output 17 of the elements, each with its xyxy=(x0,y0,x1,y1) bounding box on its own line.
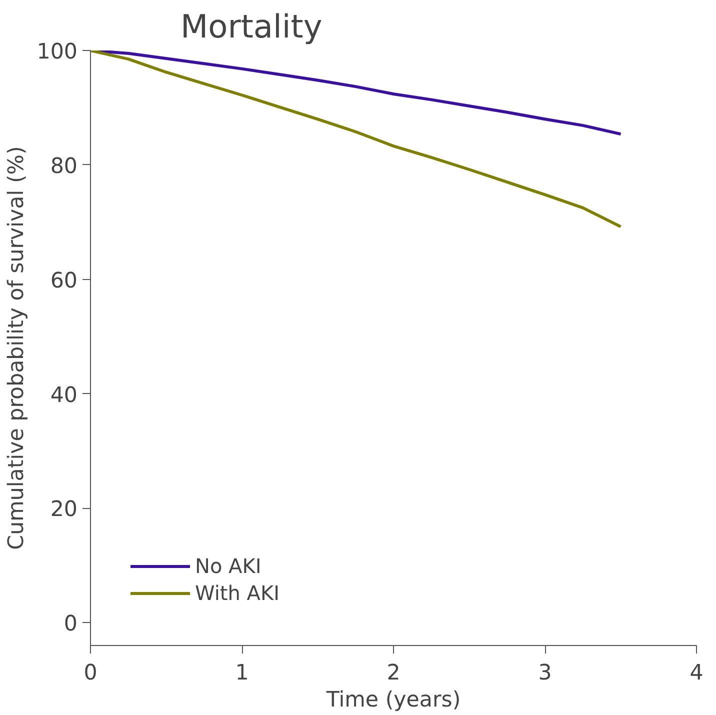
y-tick-label: 20 xyxy=(50,497,78,522)
y-tick-label: 80 xyxy=(50,154,78,179)
line-series xyxy=(90,50,622,228)
x-tick-label: 0 xyxy=(84,660,98,686)
y-tick-label: 0 xyxy=(64,612,78,637)
y-tick-label: 60 xyxy=(50,268,78,294)
x-axis-title: Time (years) xyxy=(325,688,461,712)
x-tick-label: 1 xyxy=(235,660,249,686)
y-tick-label: 40 xyxy=(50,382,78,408)
x-tick-label: 2 xyxy=(386,660,400,686)
x-tick-label: 3 xyxy=(538,660,552,686)
y-axis-title: Cumulative probability of survival (%) xyxy=(4,146,29,550)
chart-title: Mortality xyxy=(180,8,322,46)
legend-label: With AKI xyxy=(195,581,280,605)
legend-label: No AKI xyxy=(195,554,262,578)
y-tick-label: 100 xyxy=(36,40,78,64)
x-tick-label: 4 xyxy=(690,660,704,686)
